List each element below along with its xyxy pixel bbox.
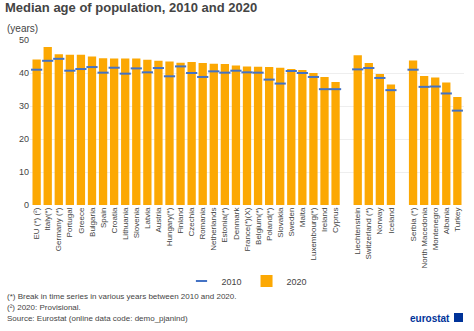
svg-text:Norway: Norway	[375, 208, 384, 235]
svg-text:Hungary(*): Hungary(*)	[165, 207, 174, 246]
svg-text:10: 10	[19, 167, 29, 177]
svg-text:40: 40	[19, 68, 29, 78]
svg-text:Bulgaria: Bulgaria	[88, 207, 97, 237]
svg-text:Iceland: Iceland	[387, 208, 396, 234]
svg-text:2020: 2020	[287, 277, 307, 287]
svg-text:Sweden: Sweden	[287, 208, 296, 237]
svg-text:(²) 2020: Provisional.: (²) 2020: Provisional.	[7, 303, 81, 312]
svg-text:Lithuania: Lithuania	[121, 207, 130, 240]
svg-text:0: 0	[24, 200, 29, 210]
svg-text:Portugal: Portugal	[65, 207, 74, 237]
svg-text:Serbia (*): Serbia (*)	[409, 207, 418, 241]
svg-text:Switzerland (*): Switzerland (*)	[364, 207, 373, 259]
svg-text:20: 20	[19, 134, 29, 144]
svg-text:Latvia: Latvia	[143, 207, 152, 229]
svg-text:Montenegro: Montenegro	[431, 207, 440, 250]
svg-text:Denmark: Denmark	[232, 207, 241, 240]
svg-text:Germany (*): Germany (*)	[54, 207, 63, 251]
svg-text:30: 30	[19, 101, 29, 111]
svg-text:Greece: Greece	[77, 207, 86, 234]
svg-text:Estonia(*): Estonia(*)	[220, 207, 229, 242]
svg-text:Source: Eurostat (online data: Source: Eurostat (online data code: demo…	[7, 314, 188, 323]
svg-text:Austria: Austria	[154, 207, 163, 232]
svg-text:eurostat: eurostat	[410, 313, 450, 324]
svg-text:(*) Break in time series in va: (*) Break in time series in various year…	[7, 292, 236, 301]
svg-text:Finland: Finland	[176, 208, 185, 234]
svg-text:Slovenia: Slovenia	[132, 207, 141, 238]
svg-text:Ireland: Ireland	[320, 208, 329, 232]
svg-text:Malta: Malta	[298, 207, 307, 227]
svg-text:Cyprus: Cyprus	[331, 208, 340, 233]
svg-text:Spain: Spain	[99, 208, 108, 228]
svg-text:Luxembourg(*): Luxembourg(*)	[309, 207, 318, 260]
svg-text:France(*)(X): France(*)(X)	[243, 207, 252, 251]
svg-text:EU (*) (²): EU (*) (²)	[32, 207, 41, 239]
svg-text:2010: 2010	[222, 277, 242, 287]
svg-text:North Macedonia: North Macedonia	[420, 207, 429, 268]
svg-text:Turkey: Turkey	[453, 208, 462, 232]
svg-text:Italy(*): Italy(*)	[43, 207, 52, 230]
svg-text:Netherlands: Netherlands	[209, 208, 218, 251]
svg-text:Croatia: Croatia	[110, 207, 119, 233]
svg-text:Median age of population, 2010: Median age of population, 2010 and 2020	[5, 0, 257, 15]
svg-text:(years): (years)	[7, 23, 38, 34]
svg-text:50: 50	[19, 35, 29, 45]
svg-text:Romania: Romania	[198, 207, 207, 240]
svg-text:Slovakia: Slovakia	[276, 207, 285, 238]
svg-text:Czechia: Czechia	[187, 207, 196, 236]
svg-text:Poland(*): Poland(*)	[265, 207, 274, 241]
svg-text:Albania: Albania	[442, 207, 451, 234]
svg-text:Belgium(*): Belgium(*)	[254, 207, 263, 245]
svg-text:Liechtenstein: Liechtenstein	[353, 208, 362, 255]
